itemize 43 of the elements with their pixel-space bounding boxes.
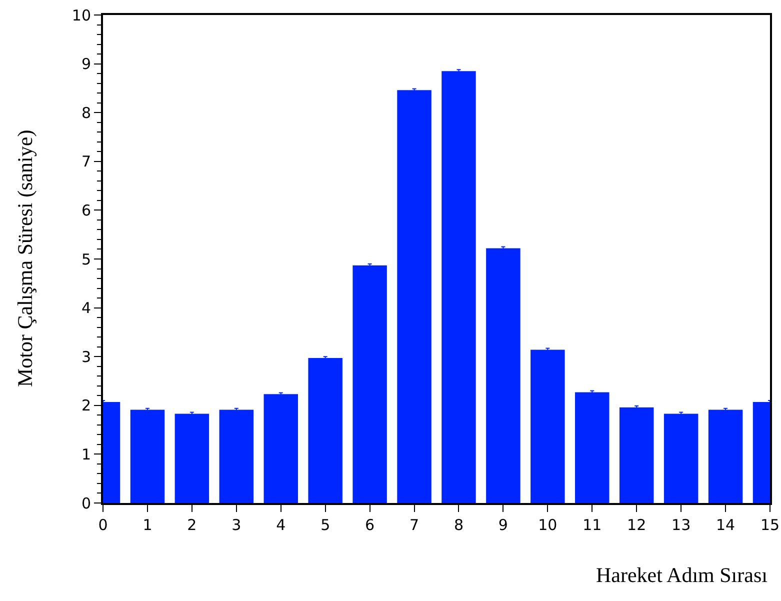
y-tick-label: 1	[81, 445, 91, 464]
y-tick-label: 5	[81, 250, 91, 268]
y-tick-label: 10	[72, 6, 91, 24]
y-tick-label: 2	[81, 396, 91, 415]
y-axis-title: Motor Çalışma Süresi (saniye)	[13, 130, 37, 387]
bar	[397, 90, 432, 503]
x-tick-label: 1	[142, 516, 152, 534]
y-tick-label: 8	[81, 104, 91, 122]
bar	[130, 410, 165, 503]
bar	[575, 392, 610, 503]
bar	[530, 350, 565, 503]
bar	[708, 410, 743, 503]
y-tick-label: 4	[81, 299, 91, 318]
x-tick-label: 8	[454, 516, 464, 534]
bar	[308, 358, 342, 503]
x-tick-label: 12	[627, 516, 646, 534]
y-tick-label: 0	[81, 494, 91, 512]
x-tick-label: 5	[320, 516, 330, 534]
x-tick-label: 3	[232, 516, 242, 534]
x-tick-label: 6	[365, 516, 375, 534]
y-tick-label: 3	[81, 348, 91, 366]
bar	[442, 71, 476, 503]
x-tick-label: 2	[187, 516, 197, 534]
x-tick-label: 10	[538, 516, 558, 534]
y-tick-label: 7	[81, 152, 91, 171]
x-tick-label: 11	[582, 516, 602, 534]
bar	[174, 414, 210, 503]
x-tick-label: 9	[498, 516, 508, 534]
y-tick-label: 6	[81, 201, 91, 220]
bar	[352, 265, 387, 503]
bar	[619, 407, 654, 503]
bar	[486, 248, 520, 503]
x-axis-title: Hareket Adım Sırası	[596, 563, 768, 587]
x-tick-label: 4	[276, 516, 286, 534]
y-tick-label: 9	[81, 55, 91, 74]
bar	[264, 394, 298, 503]
bar	[664, 414, 698, 503]
x-tick-label: 15	[760, 516, 780, 534]
x-tick-label: 7	[409, 516, 420, 534]
bar	[219, 410, 254, 503]
x-tick-label: 13	[672, 516, 691, 534]
x-tick-label: 0	[98, 516, 108, 534]
x-tick-label: 14	[716, 516, 736, 534]
